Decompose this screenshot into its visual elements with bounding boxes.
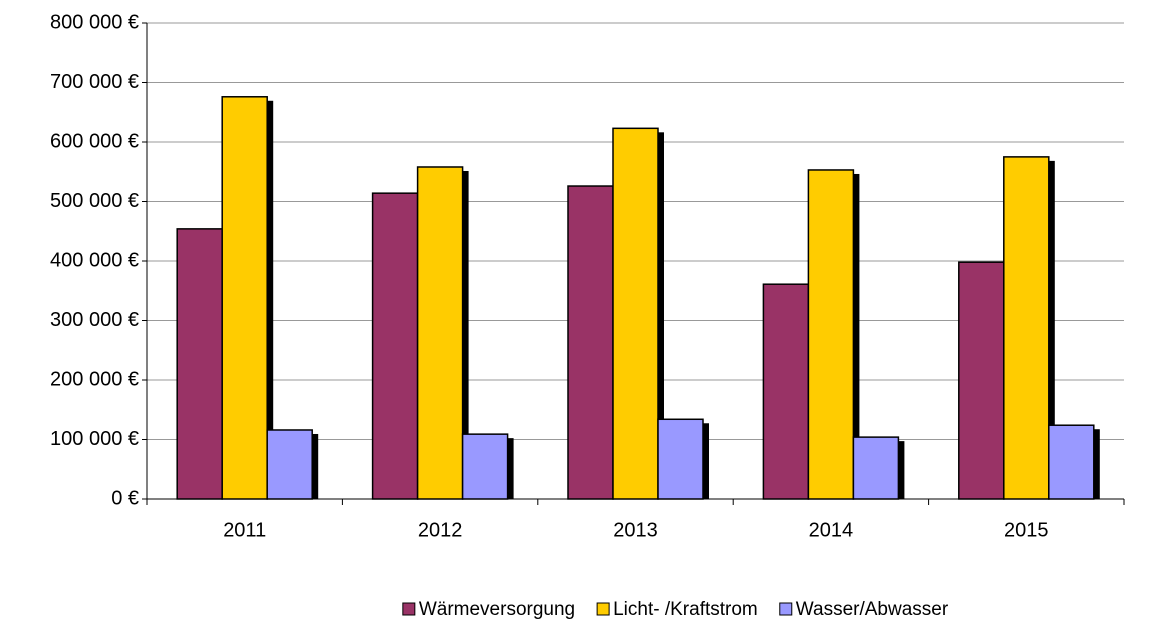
x-tick-label: 2011: [223, 519, 266, 541]
x-tick-label: 2013: [613, 519, 658, 541]
bar: [176, 228, 223, 500]
y-tick-label: 500 000 €: [50, 190, 139, 212]
legend-label: Wärmeversorgung: [419, 599, 575, 620]
bar: [266, 429, 313, 500]
bar: [762, 283, 810, 500]
y-tick-label: 800 000 €: [50, 11, 139, 33]
bar: [567, 185, 614, 500]
bar: [807, 169, 855, 500]
bar: [852, 436, 900, 500]
y-tick-label: 100 000 €: [50, 428, 139, 450]
legend-label: Wasser/Abwasser: [796, 599, 949, 620]
bar: [371, 192, 419, 500]
bar: [657, 418, 704, 500]
y-tick-label: 600 000 €: [50, 130, 139, 152]
y-tick-label: 200 000 €: [50, 368, 139, 390]
x-tick-label: 2015: [1004, 519, 1049, 541]
y-tick-label: 400 000 €: [50, 249, 139, 271]
y-tick-label: 0 €: [111, 487, 139, 509]
bar: [221, 96, 268, 500]
bar: [612, 127, 659, 500]
legend-item: Wasser/Abwasser: [779, 599, 949, 620]
legend-item: Licht- /Kraftstrom: [596, 599, 758, 620]
legend-label: Licht- /Kraftstrom: [613, 599, 758, 620]
y-tick-label: 300 000 €: [50, 309, 139, 331]
legend-swatch: [402, 602, 416, 616]
bar: [461, 433, 509, 500]
legend: Wärmeversorgung Licht- /Kraftstrom Wasser/…: [402, 599, 949, 620]
bar: [958, 261, 1005, 500]
bar: [1003, 156, 1050, 500]
bar: [416, 166, 464, 500]
legend-item: Wärmeversorgung: [402, 599, 575, 620]
legend-swatch: [779, 602, 793, 616]
legend-swatch: [596, 602, 610, 616]
bar: [1048, 424, 1095, 500]
y-tick-label: 700 000 €: [50, 71, 139, 93]
x-tick-label: 2014: [809, 519, 854, 541]
x-tick-label: 2012: [418, 519, 463, 541]
